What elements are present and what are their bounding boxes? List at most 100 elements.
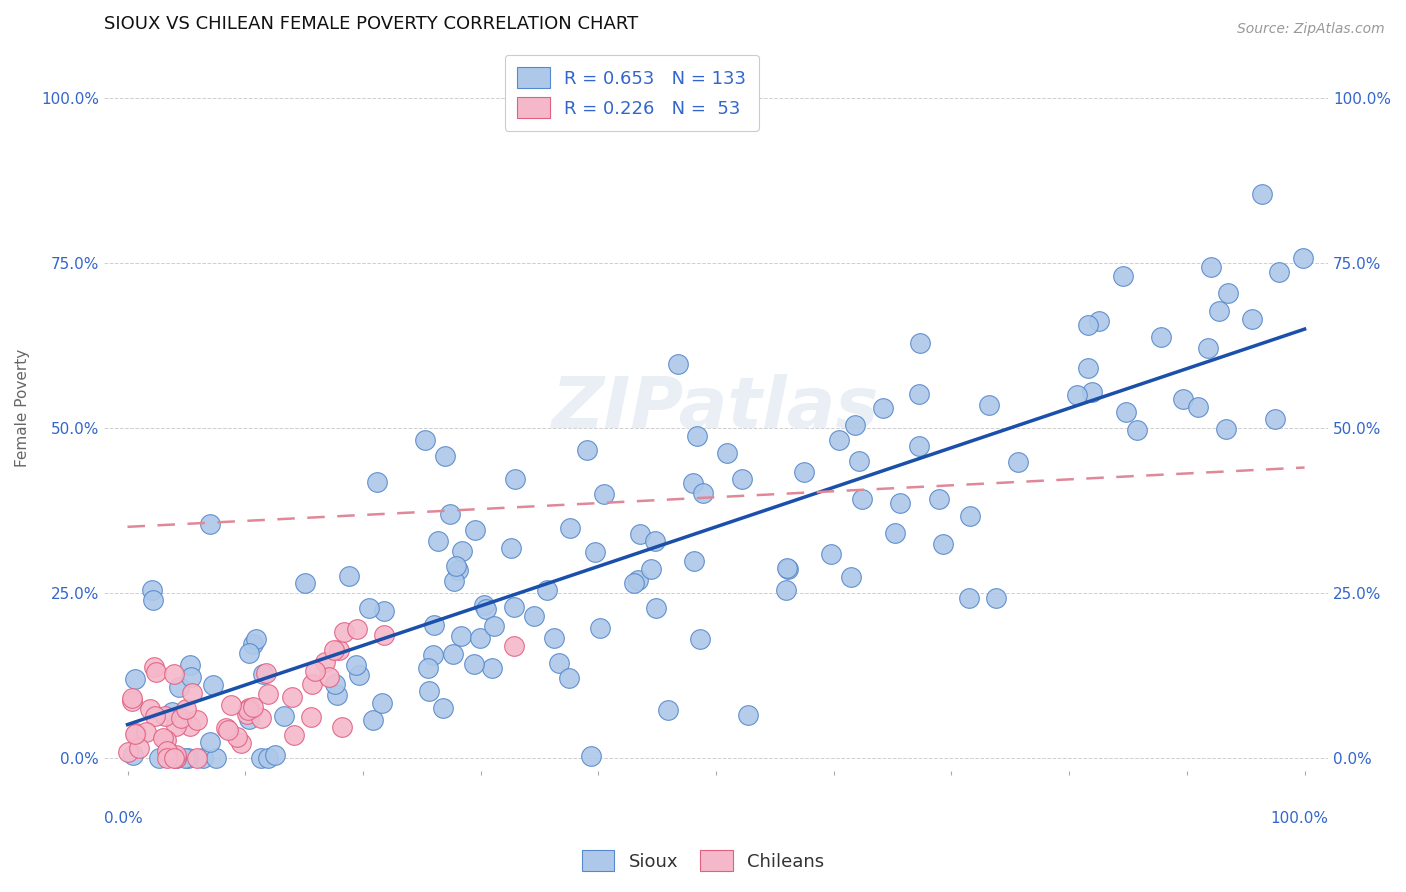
Point	[776, 561, 799, 575]
Point	[145, 665, 167, 679]
Text: SIOUX VS CHILEAN FEMALE POVERTY CORRELATION CHART: SIOUX VS CHILEAN FEMALE POVERTY CORRELAT…	[104, 15, 638, 33]
Point	[202, 678, 225, 692]
Point	[984, 591, 1007, 605]
Point	[254, 666, 277, 681]
Point	[1198, 341, 1220, 355]
Point	[141, 582, 163, 597]
Point	[640, 562, 662, 576]
Point	[170, 711, 193, 725]
Point	[730, 472, 752, 486]
Point	[416, 661, 439, 675]
Point	[344, 658, 367, 673]
Point	[200, 516, 222, 531]
Point	[872, 401, 894, 416]
Point	[283, 727, 305, 741]
Point	[1081, 384, 1104, 399]
Legend: Sioux, Chileans: Sioux, Chileans	[575, 843, 831, 879]
Point	[373, 604, 395, 618]
Point	[839, 570, 862, 584]
Point	[174, 702, 197, 716]
Point	[1268, 265, 1291, 279]
Point	[439, 508, 461, 522]
Point	[957, 591, 980, 605]
Point	[191, 750, 214, 764]
Point	[257, 687, 280, 701]
Point	[444, 559, 467, 574]
Point	[523, 608, 546, 623]
Point	[851, 491, 873, 506]
Point	[165, 750, 187, 764]
Point	[686, 428, 709, 442]
Point	[889, 495, 911, 509]
Point	[242, 699, 264, 714]
Point	[1066, 387, 1088, 401]
Point	[828, 433, 851, 447]
Point	[543, 631, 565, 645]
Point	[482, 619, 505, 633]
Point	[1292, 252, 1315, 266]
Point	[318, 670, 340, 684]
Point	[499, 541, 522, 555]
Point	[264, 747, 287, 762]
Point	[148, 750, 170, 764]
Point	[328, 642, 350, 657]
Point	[472, 598, 495, 612]
Text: ZIPatlas: ZIPatlas	[553, 374, 880, 442]
Point	[294, 576, 316, 591]
Point	[229, 736, 252, 750]
Point	[142, 660, 165, 674]
Point	[623, 576, 645, 591]
Point	[589, 621, 612, 635]
Point	[692, 485, 714, 500]
Point	[250, 711, 273, 725]
Point	[242, 636, 264, 650]
Point	[204, 750, 226, 764]
Point	[359, 601, 381, 615]
Point	[1112, 268, 1135, 283]
Point	[155, 732, 177, 747]
Point	[173, 750, 195, 764]
Point	[1115, 404, 1137, 418]
Legend: R = 0.653   N = 133, R = 0.226   N =  53: R = 0.653 N = 133, R = 0.226 N = 53	[505, 54, 759, 131]
Point	[1241, 312, 1264, 326]
Point	[177, 750, 200, 764]
Point	[322, 643, 344, 657]
Point	[775, 583, 797, 598]
Point	[325, 677, 347, 691]
Point	[337, 569, 360, 583]
Point	[689, 632, 711, 647]
Point	[682, 554, 704, 568]
Point	[257, 750, 280, 764]
Point	[628, 526, 651, 541]
Point	[301, 677, 323, 691]
Point	[125, 726, 148, 740]
Point	[347, 668, 370, 682]
Point	[503, 639, 526, 653]
Point	[346, 622, 368, 636]
Point	[475, 602, 498, 616]
Point	[117, 745, 139, 759]
Point	[135, 724, 157, 739]
Point	[443, 574, 465, 588]
Point	[121, 694, 143, 708]
Point	[1007, 455, 1029, 469]
Point	[432, 701, 454, 715]
Point	[373, 628, 395, 642]
Point	[179, 719, 201, 733]
Point	[908, 387, 931, 401]
Point	[848, 454, 870, 468]
Point	[931, 537, 953, 551]
Point	[778, 561, 800, 575]
Point	[165, 750, 187, 764]
Point	[737, 708, 759, 723]
Point	[143, 709, 166, 723]
Point	[252, 667, 274, 681]
Point	[468, 632, 491, 646]
Point	[180, 669, 202, 683]
Point	[156, 744, 179, 758]
Point	[186, 713, 208, 727]
Point	[1088, 313, 1111, 327]
Point	[250, 750, 273, 764]
Point	[165, 719, 187, 733]
Point	[1150, 330, 1173, 344]
